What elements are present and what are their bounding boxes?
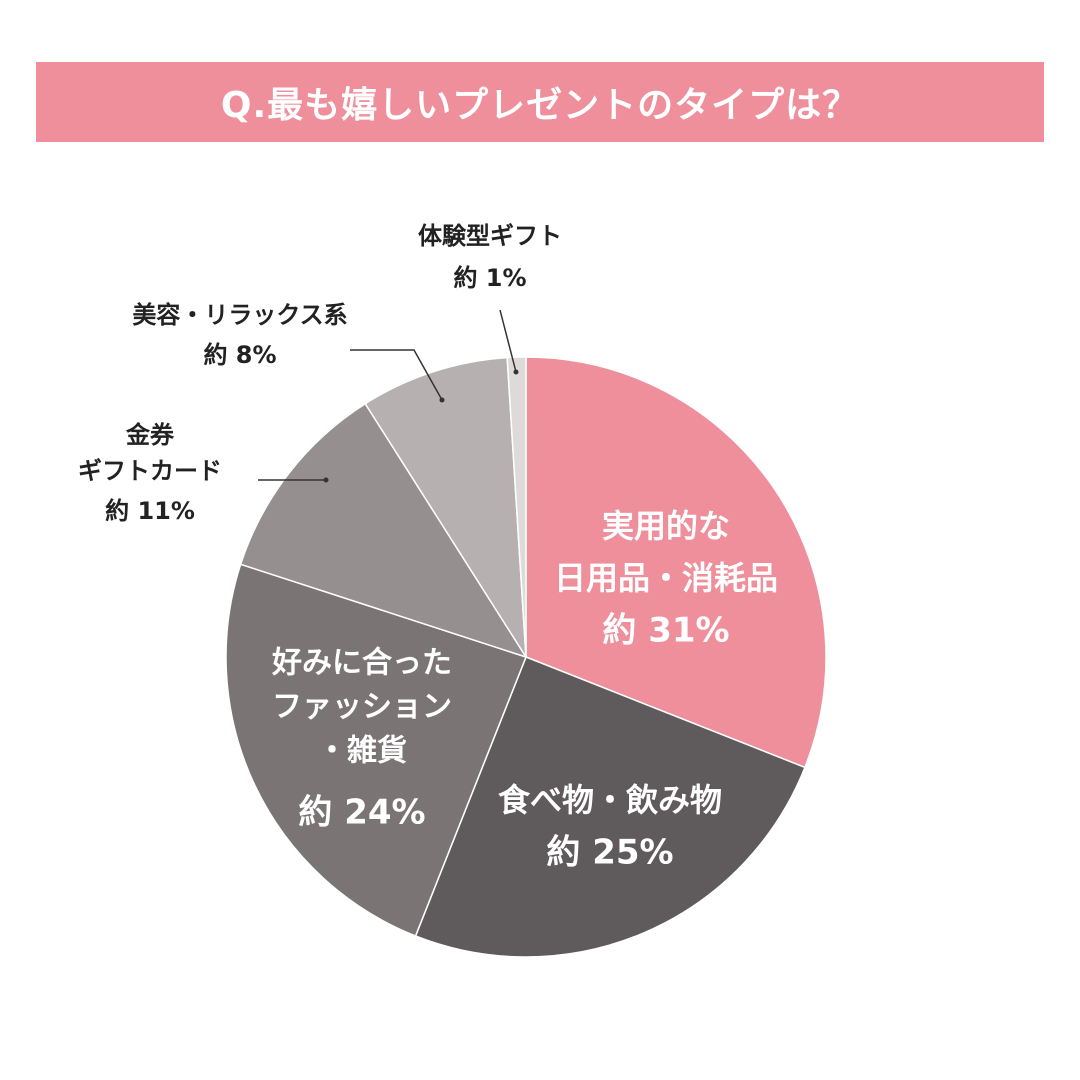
pie-slice-5 (506, 356, 527, 658)
slice-label-line: 食べ物・飲み物 (498, 781, 722, 819)
pie-slices (225, 356, 827, 958)
pie-slice-1 (414, 656, 806, 958)
leader-dot-3 (323, 477, 329, 483)
leader-line-4 (350, 349, 443, 401)
slice-label-line: 日用品・消耗品 (554, 559, 778, 597)
slice-label-line: 美容・リラックス系 (132, 301, 347, 329)
slice-value-label: 約 8% (203, 341, 276, 369)
slice-value-label: 約 25% (546, 833, 673, 873)
title-banner: Q.最も嬉しいプレゼントのタイプは？ (36, 62, 1044, 142)
leader-lines (258, 309, 519, 483)
chart-title: Q.最も嬉しいプレゼントのタイプは？ (220, 85, 860, 126)
pie-slice-2 (225, 563, 527, 937)
slice-value-label: 約 24% (298, 793, 425, 833)
leader-line-5 (499, 309, 517, 373)
slice-label-line: 金券 (125, 421, 175, 449)
slice-label-line: 体験型ギフト (418, 222, 562, 250)
slice-value-label: 約 1% (453, 264, 526, 292)
slice-label-line: ファッション (272, 690, 452, 725)
leader-dot-5 (513, 369, 519, 375)
slice-label-line: 好みに合った (271, 646, 452, 681)
leader-dot-4 (439, 397, 445, 403)
slice-label-line: 実用的な (602, 507, 730, 545)
slice-label-line: ギフトカード (78, 457, 222, 485)
pie-slice-0 (525, 356, 827, 769)
slice-value-label: 約 11% (105, 497, 195, 525)
pie-slice-3 (239, 402, 528, 659)
pie-slice-4 (364, 356, 527, 658)
slice-value-label: 約 31% (602, 611, 729, 651)
slice-label-line: ・雑貨 (317, 734, 407, 769)
